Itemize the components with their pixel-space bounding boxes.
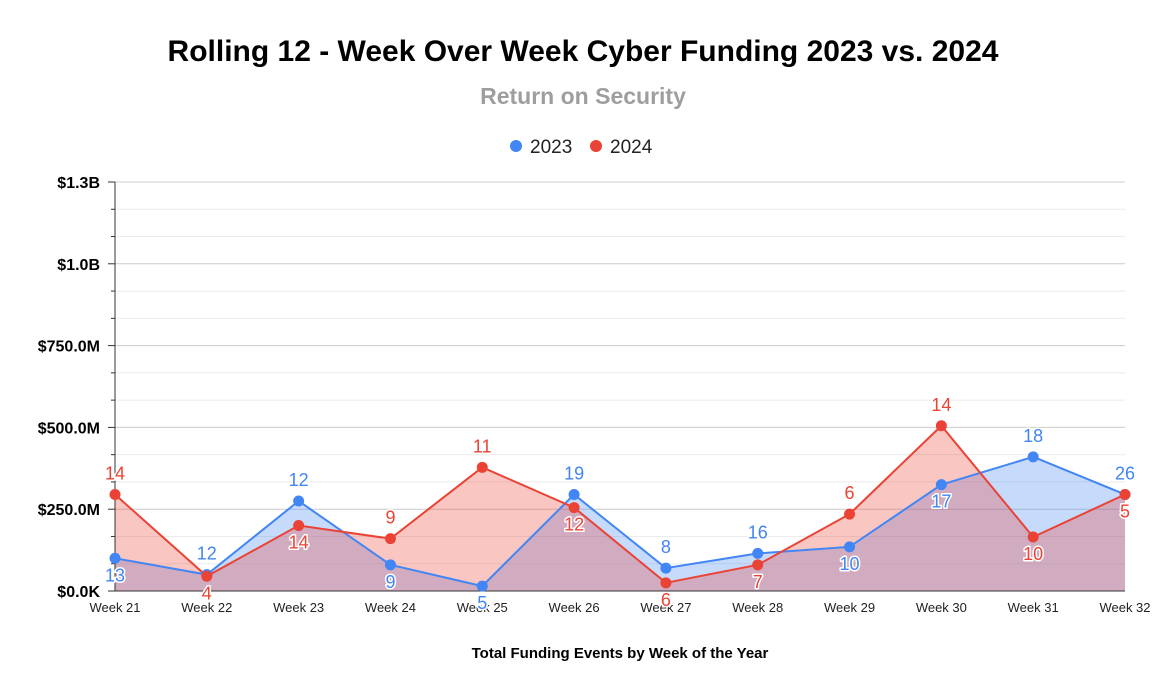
data-label-2024: 14 [931, 395, 951, 415]
data-label-2024: 9 [385, 508, 395, 528]
point-2023 [844, 541, 856, 553]
point-2023 [293, 495, 305, 507]
x-tick-label: Week 24 [365, 600, 416, 615]
x-tick-label: Week 23 [273, 600, 324, 615]
data-label-2023: 18 [1023, 426, 1043, 446]
data-label-2023: 9 [385, 572, 395, 592]
legend-label-2024: 2024 [610, 137, 653, 158]
data-label-2023: 13 [105, 565, 125, 585]
data-label-2024: 7 [753, 572, 763, 592]
x-tick-label: Week 22 [181, 600, 232, 615]
point-2024 [293, 520, 305, 532]
point-2024 [752, 559, 764, 571]
x-tick-label: Week 32 [1099, 600, 1150, 615]
point-2024 [201, 570, 213, 582]
x-tick-label: Week 30 [916, 600, 967, 615]
y-tick-label: $1.0B [57, 257, 100, 274]
data-label-2023: 12 [197, 544, 217, 564]
x-tick-label: Week 28 [732, 600, 783, 615]
line-2023 [114, 455, 1126, 588]
point-2024 [844, 508, 856, 520]
data-points [109, 420, 1131, 592]
chart-title: Rolling 12 - Week Over Week Cyber Fundin… [168, 35, 999, 68]
point-2024 [660, 577, 672, 589]
point-2023 [384, 559, 396, 571]
x-axis-label: Total Funding Events by Week of the Year [472, 645, 769, 662]
legend: 2023 2024 [510, 137, 653, 158]
data-label-2024: 4 [202, 583, 212, 603]
data-label-2023: 16 [748, 522, 768, 542]
y-tick-label: $1.3B [57, 175, 100, 192]
series-areas [115, 425, 1125, 591]
legend-label-2023: 2023 [530, 137, 572, 158]
point-2023 [476, 580, 488, 592]
data-label-2024: 11 [473, 436, 492, 456]
point-2023 [752, 547, 764, 559]
x-tick-label: Week 21 [89, 600, 140, 615]
data-label-2023: 19 [564, 463, 584, 483]
x-tick-label: Week 29 [824, 600, 875, 615]
data-label-2024: 12 [564, 515, 584, 535]
axes: $0.0K $250.0M $500.0M $750.0M $1.0B $1.3B Week… [38, 175, 1151, 615]
x-tick-label: Week 31 [1008, 600, 1059, 615]
x-tick-label: Week 27 [640, 600, 691, 615]
legend-marker-2024 [590, 140, 602, 152]
point-2024 [109, 488, 121, 500]
chart-subtitle: Return on Security [480, 83, 686, 109]
series-lines [114, 424, 1126, 588]
point-2023 [568, 488, 580, 500]
data-label-2024: 6 [661, 590, 671, 610]
point-2024 [568, 502, 580, 514]
area-2024 [115, 425, 1125, 591]
x-tick-label: Week 26 [549, 600, 600, 615]
point-2023 [935, 479, 947, 491]
y-tick-label: $0.0K [57, 584, 100, 601]
y-tick-label: $250.0M [38, 502, 100, 519]
data-label-2023: 5 [477, 593, 487, 613]
y-tick-label: $750.0M [38, 339, 100, 356]
data-label-2023: 26 [1115, 463, 1135, 483]
point-2024 [384, 533, 396, 545]
line-2024 [114, 424, 1126, 584]
data-label-2024: 10 [1023, 544, 1043, 564]
data-label-2023: 8 [661, 537, 671, 557]
data-label-2024: 6 [845, 483, 855, 503]
data-label-2023: 17 [931, 492, 951, 512]
point-2023 [109, 552, 121, 564]
legend-marker-2023 [510, 140, 522, 152]
data-label-2024: 14 [289, 533, 309, 553]
point-2023 [660, 562, 672, 574]
point-2024 [476, 461, 488, 473]
data-label-2024: 5 [1120, 501, 1130, 521]
grid [115, 181, 1125, 565]
point-2024 [1119, 488, 1131, 500]
data-label-2024: 14 [105, 463, 125, 483]
data-labels: 13 14 12 4 12 14 9 9 5 11 19 12 8 6 16 7 10 6 17 14 18 10 26 5 [103, 393, 1136, 614]
x-tick-label: Week 25 [457, 600, 508, 615]
area-2023 [115, 456, 1125, 591]
data-label-2023: 10 [840, 554, 860, 574]
point-2024 [1027, 531, 1039, 543]
data-label-2023: 12 [289, 470, 309, 490]
point-2024 [935, 420, 947, 432]
point-2023 [1027, 451, 1039, 463]
y-tick-label: $500.0M [38, 420, 100, 437]
